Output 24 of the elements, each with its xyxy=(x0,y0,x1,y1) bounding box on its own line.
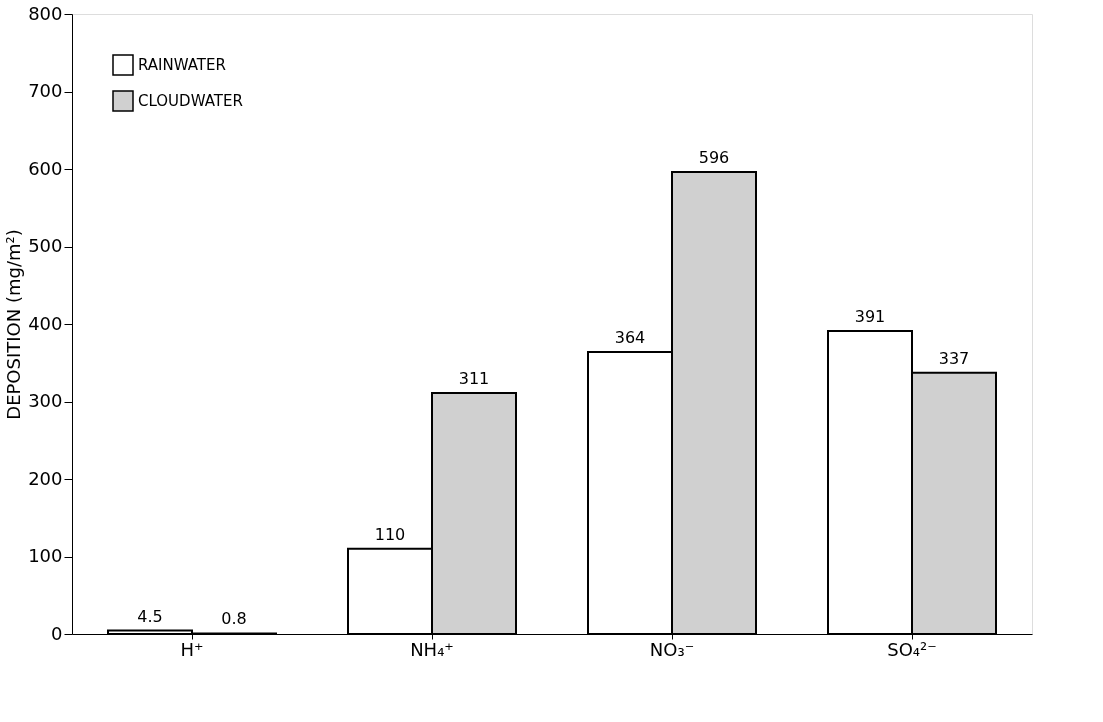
y-tick-label: 100 xyxy=(28,545,63,566)
legend-label: CLOUDWATER xyxy=(138,92,243,110)
y-tick-label: 500 xyxy=(28,235,63,256)
data-label: 596 xyxy=(698,148,730,168)
data-label: 364 xyxy=(614,327,646,347)
data-label: 391 xyxy=(854,306,886,326)
legend-label: RAINWATER xyxy=(138,56,226,74)
y-tick-label: 400 xyxy=(28,312,63,334)
y-tick-label: 600 xyxy=(28,157,63,179)
x-tick-label: NO₃⁻ xyxy=(649,638,695,660)
data-label: 4.5 xyxy=(137,606,163,626)
y-tick-label: 200 xyxy=(28,467,63,489)
x-tick-label: NH₄⁺ xyxy=(410,638,454,660)
x-tick-label: SO₄²⁻ xyxy=(887,638,937,660)
data-label: 0.8 xyxy=(221,609,247,629)
y-tick-label: 0 xyxy=(51,622,63,644)
data-label: 337 xyxy=(938,348,970,368)
x-tick-label: H⁺ xyxy=(180,638,204,660)
data-label: 311 xyxy=(458,368,490,388)
data-label: 110 xyxy=(374,524,406,544)
y-tick-label: 800 xyxy=(28,2,63,24)
y-axis-title: DEPOSITION (mg/m²) xyxy=(3,229,25,420)
y-tick-label: 300 xyxy=(28,390,63,411)
y-tick-label: 700 xyxy=(28,80,63,101)
